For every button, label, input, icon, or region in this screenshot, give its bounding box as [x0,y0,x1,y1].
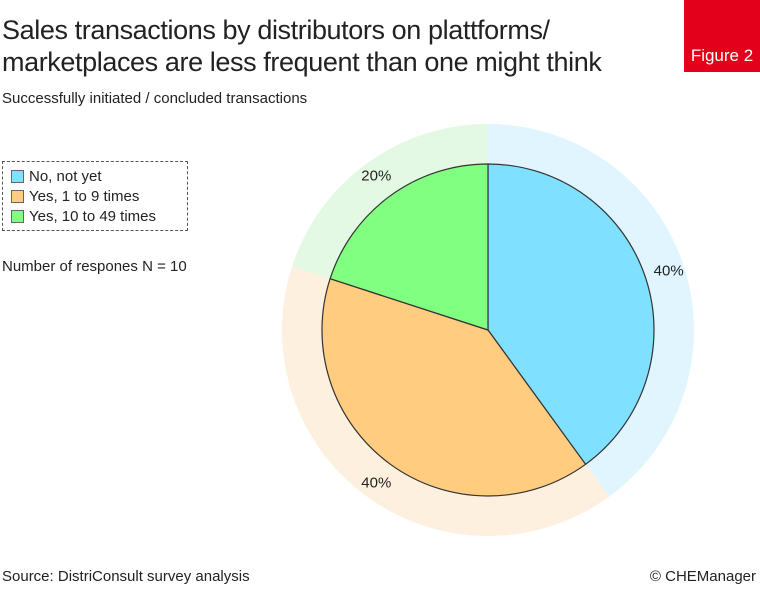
data-label-yes-1-to-9-times: 40% [361,475,391,492]
copyright-note: © CHEManager [649,568,756,585]
figure-badge: Figure 2 [684,0,760,72]
legend-item-no-not-yet: No, not yet [11,166,187,186]
pie-labels: 40% 40% 20% [361,167,683,491]
legend-label-10-to-49: Yes, 10 to 49 times [29,207,157,225]
legend-swatch-1-to-9 [11,189,24,203]
legend-swatch-10-to-49 [11,209,24,223]
title-line-1: Sales transactions by distributors on pl… [2,15,550,45]
slice-no-not-yet [487,163,655,465]
chart-subtitle: Successfully initiated / concluded trans… [2,90,308,107]
legend: No, not yet Yes, 1 to 9 times Yes, 10 to… [2,161,188,231]
legend-label-1-to-9: Yes, 1 to 9 times [29,187,140,205]
legend-label-no-not-yet: No, not yet [29,167,102,185]
source-note: Source: DistriConsult survey analysis [2,568,250,585]
title-line-2: marketplaces are less frequent than one … [2,47,602,77]
pie-slices [321,163,655,497]
slice-yes-10-to-49-times [329,163,489,331]
slice-yes-1-to-9-times [321,278,587,497]
data-label-no-not-yet: 40% [654,262,684,279]
legend-item-1-to-9: Yes, 1 to 9 times [11,186,187,206]
data-label-yes-10-to-49-times: 20% [361,167,391,184]
response-count-note: Number of respones N = 10 [2,258,187,275]
legend-item-10-to-49: Yes, 10 to 49 times [11,206,187,226]
chart-title: Sales transactions by distributors on pl… [2,14,672,78]
legend-swatch-no-not-yet [11,169,24,183]
